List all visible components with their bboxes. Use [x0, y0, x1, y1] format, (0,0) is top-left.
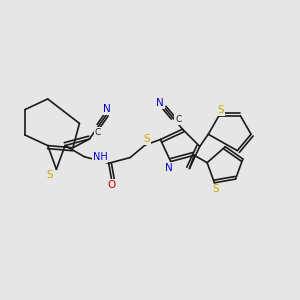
Text: C: C: [95, 128, 101, 137]
Text: S: S: [46, 170, 53, 180]
Text: C: C: [175, 115, 182, 124]
Text: S: S: [143, 134, 150, 144]
Text: N: N: [156, 98, 164, 108]
Text: N: N: [103, 104, 110, 114]
Text: NH: NH: [93, 152, 107, 162]
Text: S: S: [213, 184, 219, 194]
Text: S: S: [217, 105, 224, 115]
Text: N: N: [165, 163, 173, 173]
Text: O: O: [107, 180, 116, 190]
